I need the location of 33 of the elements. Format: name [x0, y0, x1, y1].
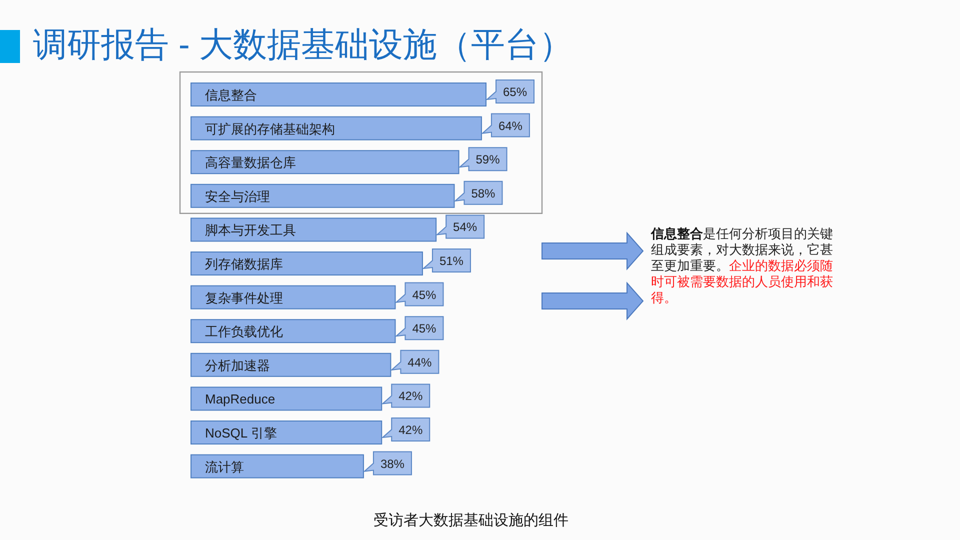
y-tick-label: 流计算 — [205, 459, 244, 474]
y-tick-label: 可扩展的存储基础架构 — [205, 121, 335, 136]
data-label: 45% — [412, 322, 437, 336]
data-label: 59% — [476, 152, 500, 167]
y-tick-label: 高容量数据仓库 — [205, 155, 296, 170]
text: 企业的数据必须随 — [729, 258, 833, 273]
data-label: 51% — [439, 254, 464, 268]
text: 得。 — [651, 290, 677, 305]
data-label: 42% — [398, 389, 423, 404]
data-label: 64% — [498, 118, 523, 133]
chart-title: 调研报告 - 大数据基础设施（平台） — [33, 26, 574, 64]
y-tick-label: 脚本与开发工具 — [205, 222, 296, 238]
data-label: 44% — [408, 355, 432, 370]
data-label: 54% — [453, 220, 478, 234]
y-tick-label: 安全与治理 — [205, 188, 270, 204]
text: 组成要素，对大数据来说，它甚 — [651, 242, 833, 257]
y-tick-label: 信息整合 — [205, 88, 257, 102]
y-tick-label: 分析加速器 — [205, 358, 270, 373]
text: 至更加重要。 — [651, 258, 729, 273]
y-tick-label: MapReduce — [205, 392, 276, 407]
text: 信息整合 — [650, 226, 703, 241]
data-label: 38% — [380, 456, 405, 471]
y-tick-label: 工作负载优化 — [205, 324, 283, 340]
data-label: 58% — [471, 186, 496, 200]
y-tick-label: NoSQL 引擎 — [205, 426, 277, 440]
y-tick-label: 复杂事件处理 — [205, 290, 283, 306]
data-label: 42% — [398, 423, 423, 437]
text: 是任何分析项目的关键 — [703, 226, 833, 241]
text: 受访者大数据基础设施的组件 — [374, 512, 568, 529]
text: 时可被需要数据的人员使用和获 — [651, 274, 833, 289]
data-label: 65% — [502, 85, 528, 99]
y-tick-label: 列存储数据库 — [205, 256, 283, 272]
data-label: 45% — [412, 288, 437, 302]
